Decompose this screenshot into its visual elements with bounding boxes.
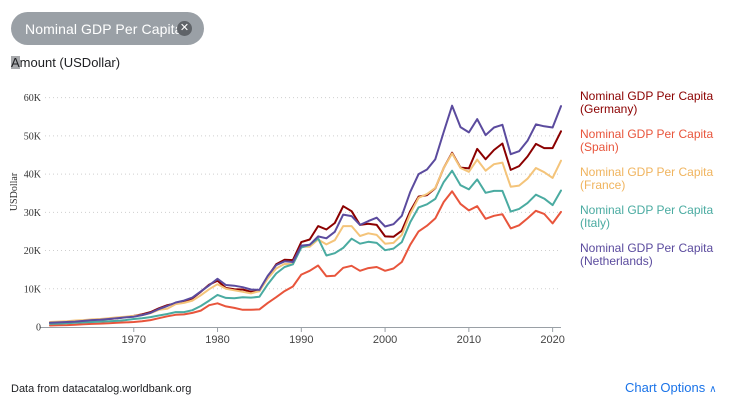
series-line xyxy=(49,130,562,324)
y-tick-label: 20K xyxy=(24,246,42,257)
cursor-highlight xyxy=(11,56,20,69)
y-tick-label: 60K xyxy=(24,93,42,104)
legend-entry: Nominal GDP Per Capita (France) xyxy=(580,165,714,192)
x-tick-label: 2020 xyxy=(540,334,564,346)
legend-entry: Nominal GDP Per Capita (Spain) xyxy=(580,127,714,154)
y-tick-label: 50K xyxy=(24,131,42,142)
chart-options-button[interactable]: Chart Options ∧ xyxy=(625,380,717,395)
y-axis-ticks: 0 10K 20K 30K 40K 50K 60K xyxy=(24,93,42,333)
metric-filter-chip[interactable]: Nominal GDP Per Capita ✕ xyxy=(11,12,204,45)
series-line xyxy=(49,104,562,324)
chart-series xyxy=(49,104,562,327)
x-tick-label: 1980 xyxy=(205,334,229,346)
series-line xyxy=(49,190,562,327)
metric-filter-chip-label: Nominal GDP Per Capita xyxy=(25,20,183,37)
x-tick-label: 2000 xyxy=(373,334,397,346)
chevron-up-icon: ∧ xyxy=(709,384,717,395)
legend-entry: Nominal GDP Per Capita (Italy) xyxy=(580,203,714,230)
data-source-note: Data from datacatalog.worldbank.org xyxy=(11,383,192,395)
x-tick-label: 1990 xyxy=(289,334,313,346)
x-axis-ticks: 1970 1980 1990 2000 2010 2020 xyxy=(122,327,565,346)
chart-options-label: Chart Options xyxy=(625,380,706,395)
y-tick-label: 40K xyxy=(24,170,42,181)
y-tick-label: 10K xyxy=(24,284,42,295)
y-axis-title: USDollar xyxy=(9,172,20,211)
legend-entry: Nominal GDP Per Capita (Germany) xyxy=(580,89,714,116)
y-tick-label: 30K xyxy=(24,208,42,219)
y-tick-label: 0 xyxy=(36,323,41,334)
series-line xyxy=(49,152,562,323)
amount-unit-label: Amount (USDollar) xyxy=(11,55,121,70)
chart-gridlines xyxy=(45,97,561,290)
x-tick-label: 1970 xyxy=(122,334,146,346)
close-circle-icon[interactable]: ✕ xyxy=(177,21,192,36)
legend-entry: Nominal GDP Per Capita (Netherlands) xyxy=(580,241,714,268)
x-tick-label: 2010 xyxy=(457,334,481,346)
